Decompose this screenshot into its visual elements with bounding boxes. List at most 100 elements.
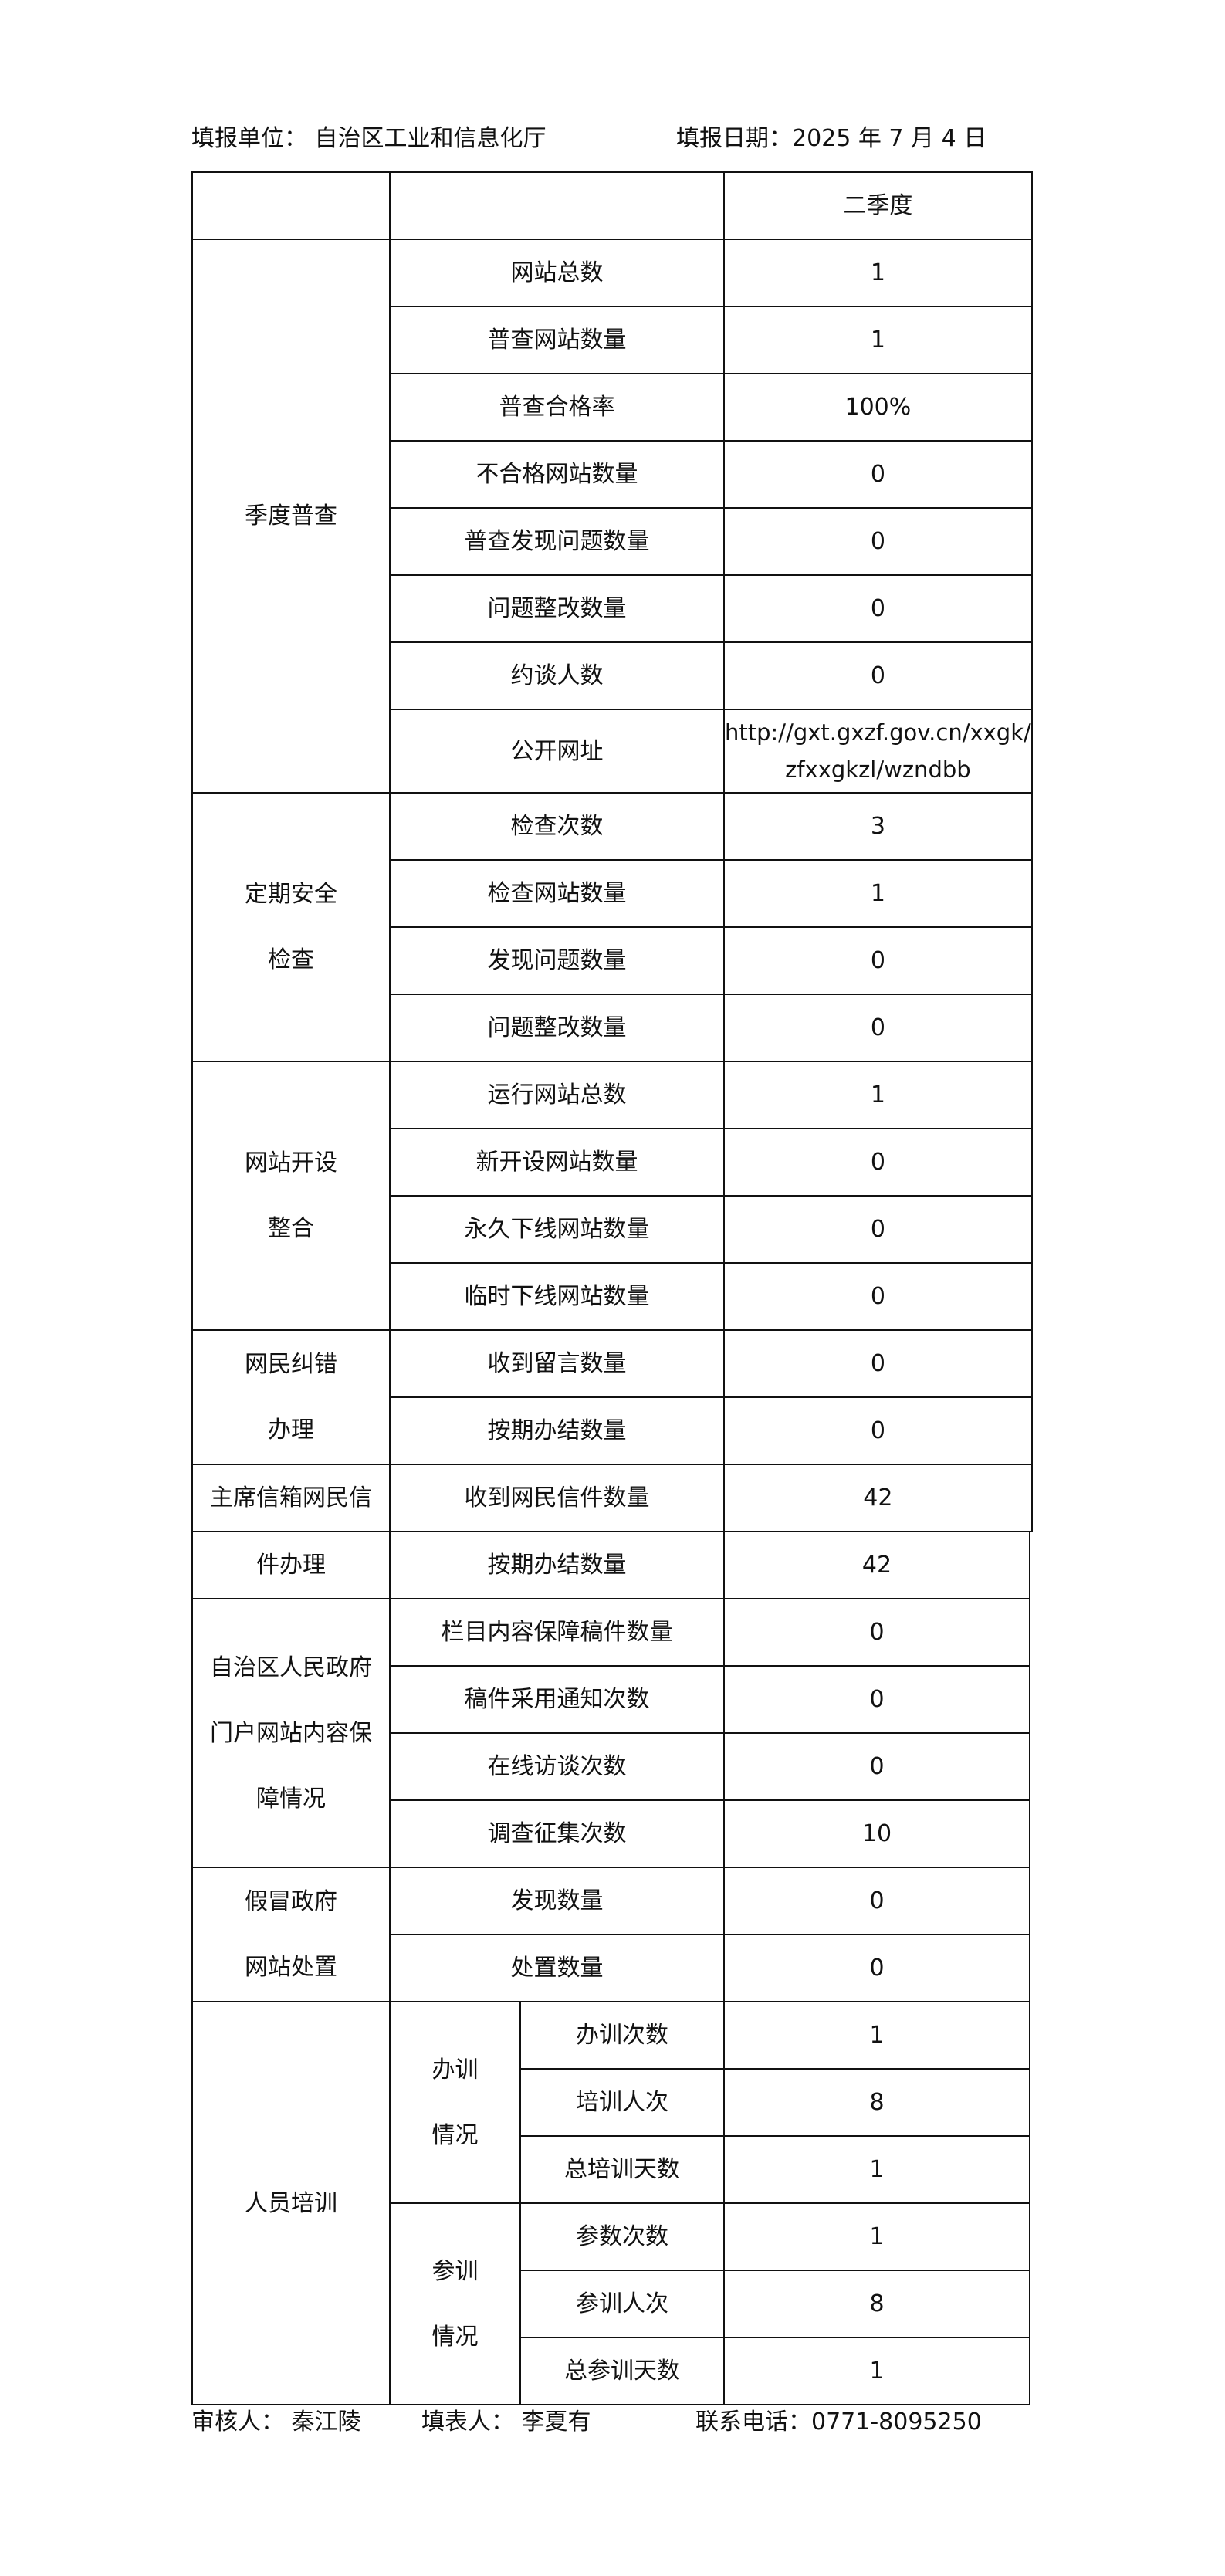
training-row: 总培训天数 1 (192, 2135, 1030, 2204)
value-text: 0 (869, 1955, 885, 1982)
value-cell: 0 (723, 641, 1033, 710)
item-text: 问题整改数量 (487, 595, 627, 622)
value-cell: 0 (723, 574, 1033, 643)
table-row: 新开设网站数量 0 (192, 1128, 1033, 1197)
group-label-text: 整合 (268, 1215, 314, 1242)
value-text: 1 (869, 2223, 885, 2250)
reviewer: 审核人： 秦江陵 (191, 2407, 361, 2438)
period-text: 二季度 (843, 192, 913, 219)
value-cell: 1 (723, 2135, 1030, 2204)
item-cell: 参训人次 (519, 2270, 725, 2338)
group-label-cell: 假冒政府 网站处置 (191, 1867, 391, 2002)
header-blank-cell (191, 171, 391, 240)
table-row: 处置数量 0 (192, 1934, 1030, 2002)
value-cell: 42 (723, 1532, 1030, 1599)
item-cell: 新开设网站数量 (389, 1128, 725, 1197)
training-row: 人员培训 办训 情况 办训次数 1 (191, 2001, 1030, 2405)
item-cell: 收到网民信件数量 (389, 1464, 725, 1532)
value-text: 0 (870, 1149, 885, 1176)
value-cell: 0 (723, 1128, 1033, 1197)
item-text: 检查网站数量 (487, 880, 627, 907)
item-cell: 永久下线网站数量 (389, 1195, 725, 1264)
group-label-text: 办理 (268, 1417, 314, 1444)
item-cell: 临时下线网站数量 (389, 1262, 725, 1331)
item-text: 调查征集次数 (487, 1820, 627, 1847)
item-cell: 约谈人数 (389, 641, 725, 710)
value-cell: 8 (723, 2068, 1030, 2137)
value-cell: 10 (723, 1799, 1030, 1868)
value-cell: 1 (723, 2202, 1030, 2271)
training-row: 总参训天数 1 (192, 2337, 1030, 2405)
value-cell: 42 (723, 1464, 1033, 1532)
item-cell: 检查次数 (389, 792, 725, 861)
report-unit-value: 自治区工业和信息化厅 (314, 125, 547, 152)
value-cell: 0 (723, 507, 1033, 576)
group-label-cell: 网站开设 整合 (191, 1061, 391, 1331)
value-cell: 1 (723, 2337, 1030, 2405)
item-cell: 问题整改数量 (389, 994, 725, 1062)
item-text: 办训次数 (576, 2022, 668, 2049)
value-text: 42 (861, 1552, 892, 1579)
value-cell: 0 (723, 1867, 1030, 1935)
item-text: 普查发现问题数量 (464, 528, 650, 555)
value-text: zfxxgkzl/wzndbb (785, 757, 971, 783)
item-cell: 总参训天数 (519, 2337, 725, 2405)
value-text: 42 (863, 1484, 893, 1511)
value-cell: 1 (723, 2001, 1030, 2070)
item-text: 收到网民信件数量 (464, 1484, 650, 1511)
value-text: 0 (870, 1283, 885, 1310)
item-text: 普查网站数量 (487, 327, 627, 354)
item-cell: 总培训天数 (519, 2135, 725, 2204)
reviewer-label: 审核人： (191, 2408, 284, 2436)
value-text: 1 (870, 1082, 885, 1109)
table-row: 网站开设 整合 运行网站总数 1 (191, 1061, 1033, 1331)
item-text: 不合格网站数量 (475, 461, 638, 488)
table-row: 季度普查 网站总数 1 (191, 239, 1033, 794)
table-row: 按期办结数量 0 (192, 1396, 1033, 1465)
value-text: 0 (870, 1216, 885, 1243)
table-row: 不合格网站数量 0 (192, 440, 1033, 509)
item-text: 按期办结数量 (487, 1417, 627, 1444)
item-cell: 按期办结数量 (389, 1532, 725, 1599)
item-text: 参训人次 (576, 2290, 668, 2317)
table-row: 自治区人民政府 门户网站内容保 障情况 栏目内容保障稿件数量 0 (191, 1598, 1030, 1868)
training-subgroup-cell: 办训 情况 (389, 2001, 521, 2204)
value-text: 1 (870, 880, 885, 907)
item-text: 公开网址 (510, 737, 604, 765)
filler: 填表人： 李夏有 (421, 2407, 591, 2438)
value-text: 0 (870, 528, 885, 555)
training-row: 培训人次 8 (192, 2068, 1030, 2137)
item-cell: 按期办结数量 (389, 1396, 725, 1465)
item-text: 普查合格率 (499, 394, 615, 421)
subgroup-label-text: 参训 (431, 2257, 479, 2285)
item-cell: 参数次数 (519, 2202, 725, 2271)
value-text: 8 (869, 2290, 885, 2317)
table-row: 在线访谈次数 0 (192, 1732, 1030, 1801)
value-cell: 0 (723, 440, 1033, 509)
item-cell: 网站总数 (389, 239, 725, 307)
item-cell: 普查发现问题数量 (389, 507, 725, 576)
item-cell: 培训人次 (519, 2068, 725, 2137)
item-text: 约谈人数 (510, 662, 604, 689)
group-label-text: 自治区人民政府 (210, 1654, 372, 1681)
item-cell: 检查网站数量 (389, 859, 725, 928)
value-cell: 0 (723, 1665, 1030, 1734)
report-date-label: 填报日期： (676, 125, 792, 152)
value-cell: 0 (723, 1934, 1030, 2002)
item-cell: 栏目内容保障稿件数量 (389, 1598, 725, 1667)
training-row: 参训 情况 参数次数 1 (192, 2202, 1030, 2405)
item-cell: 调查征集次数 (389, 1799, 725, 1868)
subgroup-label-text: 办训 (431, 2056, 479, 2083)
group-label-text: 件办理 (256, 1552, 326, 1579)
report-table-part-1: 二季度 季度普查 网站总数 1 普查网站数量 1 普查合格率 100% 不合格网站数量 0 普查发现… (191, 171, 1033, 1532)
contact-phone: 联系电话：0771-8095250 (695, 2407, 982, 2438)
value-text: http://gxt.gxzf.gov.cn/xxgk/ (725, 719, 1031, 746)
table-row: 约谈人数 0 (192, 641, 1033, 710)
item-cell: 公开网址 (389, 709, 725, 794)
item-cell: 发现数量 (389, 1867, 725, 1935)
value-cell: 0 (723, 994, 1033, 1062)
table-row: 普查发现问题数量 0 (192, 507, 1033, 576)
value-cell: 0 (723, 1598, 1030, 1667)
value-text: 1 (869, 2022, 885, 2049)
value-text: 0 (870, 461, 885, 488)
